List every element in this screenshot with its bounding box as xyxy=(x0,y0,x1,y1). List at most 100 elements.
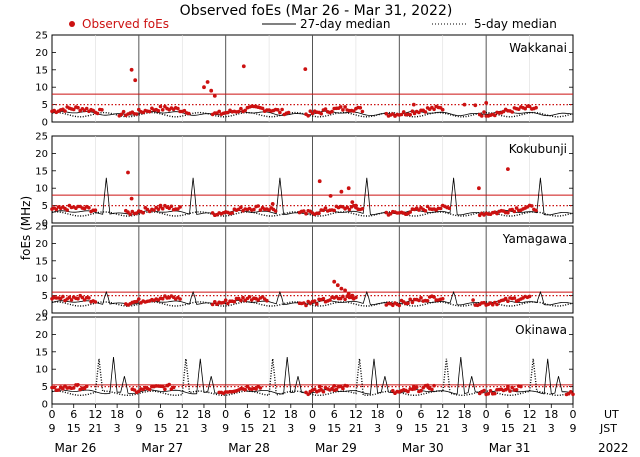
observed-point xyxy=(133,78,138,83)
observed-point xyxy=(156,207,161,212)
observed-point xyxy=(210,211,215,215)
y-tick-label: 5 xyxy=(42,201,48,212)
observed-point xyxy=(471,298,475,302)
x-tick-label-ut: 12 xyxy=(523,408,537,421)
y-tick-label: 20 xyxy=(35,149,48,160)
x-tick-label-ut: 0 xyxy=(49,408,56,421)
x-tick-label-ut: 0 xyxy=(222,408,229,421)
observed-point xyxy=(341,108,345,112)
observed-point xyxy=(506,210,510,215)
observed-point xyxy=(137,107,141,112)
legend-27day-label: 27-day median xyxy=(300,17,390,31)
observed-point xyxy=(506,167,510,172)
observed-point xyxy=(501,109,506,114)
observed-point xyxy=(65,208,69,212)
observed-point xyxy=(328,194,333,198)
observed-point xyxy=(247,295,252,299)
x-tick-label-ut: 0 xyxy=(396,408,403,421)
observed-point xyxy=(121,109,126,114)
observed-point xyxy=(514,388,519,392)
observed-point xyxy=(260,106,265,111)
observed-point xyxy=(332,279,337,284)
observed-point xyxy=(477,186,481,191)
observed-point xyxy=(160,296,165,301)
observed-point xyxy=(141,211,145,215)
observed-point xyxy=(419,388,423,393)
observed-point xyxy=(71,386,76,390)
x-tick-label-jst: 15 xyxy=(154,422,168,435)
observed-point xyxy=(319,111,324,116)
observed-point xyxy=(241,64,246,69)
observed-point xyxy=(276,108,280,112)
observed-point xyxy=(100,108,104,112)
observed-point xyxy=(171,385,176,390)
observed-point xyxy=(406,389,410,394)
legend-observed-marker xyxy=(69,21,75,27)
x-tick-label-jst: 9 xyxy=(222,422,229,435)
observed-point xyxy=(360,109,365,114)
y-tick-label: 25 xyxy=(35,31,48,42)
observed-point xyxy=(423,209,428,213)
observed-point xyxy=(205,80,210,84)
x-tick-label-jst: 21 xyxy=(175,422,189,435)
y-tick-label: 5 xyxy=(42,382,48,393)
x-tick-label-ut: 6 xyxy=(418,408,425,421)
observed-point xyxy=(119,112,124,117)
x-tick-label-jst: 15 xyxy=(414,422,428,435)
observed-point xyxy=(482,388,486,393)
observed-point xyxy=(187,111,191,116)
y-tick-label: 20 xyxy=(35,48,48,59)
observed-point xyxy=(493,113,497,118)
observed-point xyxy=(54,207,59,212)
observed-point xyxy=(411,102,416,107)
observed-point xyxy=(397,303,402,308)
y-tick-label: 5 xyxy=(42,100,48,111)
observed-point xyxy=(310,111,315,116)
chart-title: Observed foEs (Mar 26 - Mar 31, 2022) xyxy=(180,3,453,19)
x-tick-label-jst: 21 xyxy=(262,422,276,435)
observed-point xyxy=(426,385,431,390)
observed-point xyxy=(134,299,139,304)
y-tick-label: 0 xyxy=(42,219,48,230)
x-tick-label-ut: 12 xyxy=(262,408,276,421)
median-5day-line xyxy=(51,111,574,118)
observed-point xyxy=(503,296,508,301)
observed-point xyxy=(134,112,139,116)
observed-point xyxy=(384,111,389,116)
observed-point xyxy=(152,208,156,212)
observed-point xyxy=(493,391,497,396)
observed-point xyxy=(158,104,163,109)
observed-point xyxy=(508,389,512,393)
observed-point xyxy=(128,212,132,217)
observed-point xyxy=(243,108,247,113)
observed-point xyxy=(308,109,313,113)
observed-point xyxy=(270,202,275,206)
panel-yamagawa: 0 5 10 15 20 25 Yamagawa xyxy=(35,222,574,320)
observed-point xyxy=(167,382,171,387)
x-tick-label-jst: 21 xyxy=(88,422,102,435)
x-tick-label-ut: 6 xyxy=(157,408,164,421)
x-tick-label-jst: 21 xyxy=(436,422,450,435)
observed-point xyxy=(506,299,510,304)
observed-point xyxy=(303,67,308,71)
observed-point xyxy=(129,67,134,72)
observed-point xyxy=(351,109,356,113)
observed-point xyxy=(84,106,89,111)
observed-point xyxy=(302,209,306,213)
observed-point xyxy=(176,106,180,111)
station-label: Wakkanai xyxy=(509,41,567,55)
observed-point xyxy=(506,384,510,389)
observed-point xyxy=(358,106,363,110)
observed-point xyxy=(63,109,67,113)
observed-point xyxy=(317,211,321,216)
observed-point xyxy=(76,296,80,301)
observed-point xyxy=(169,204,174,209)
y-tick-label: 10 xyxy=(35,365,48,376)
year-label: 2022 xyxy=(598,441,629,455)
legend: Observed foEs 27-day median 5-day median xyxy=(69,17,557,31)
observed-point xyxy=(482,110,486,114)
observed-point xyxy=(147,109,152,114)
observed-point xyxy=(321,389,326,394)
observed-point xyxy=(334,387,339,392)
observed-point xyxy=(339,286,344,291)
